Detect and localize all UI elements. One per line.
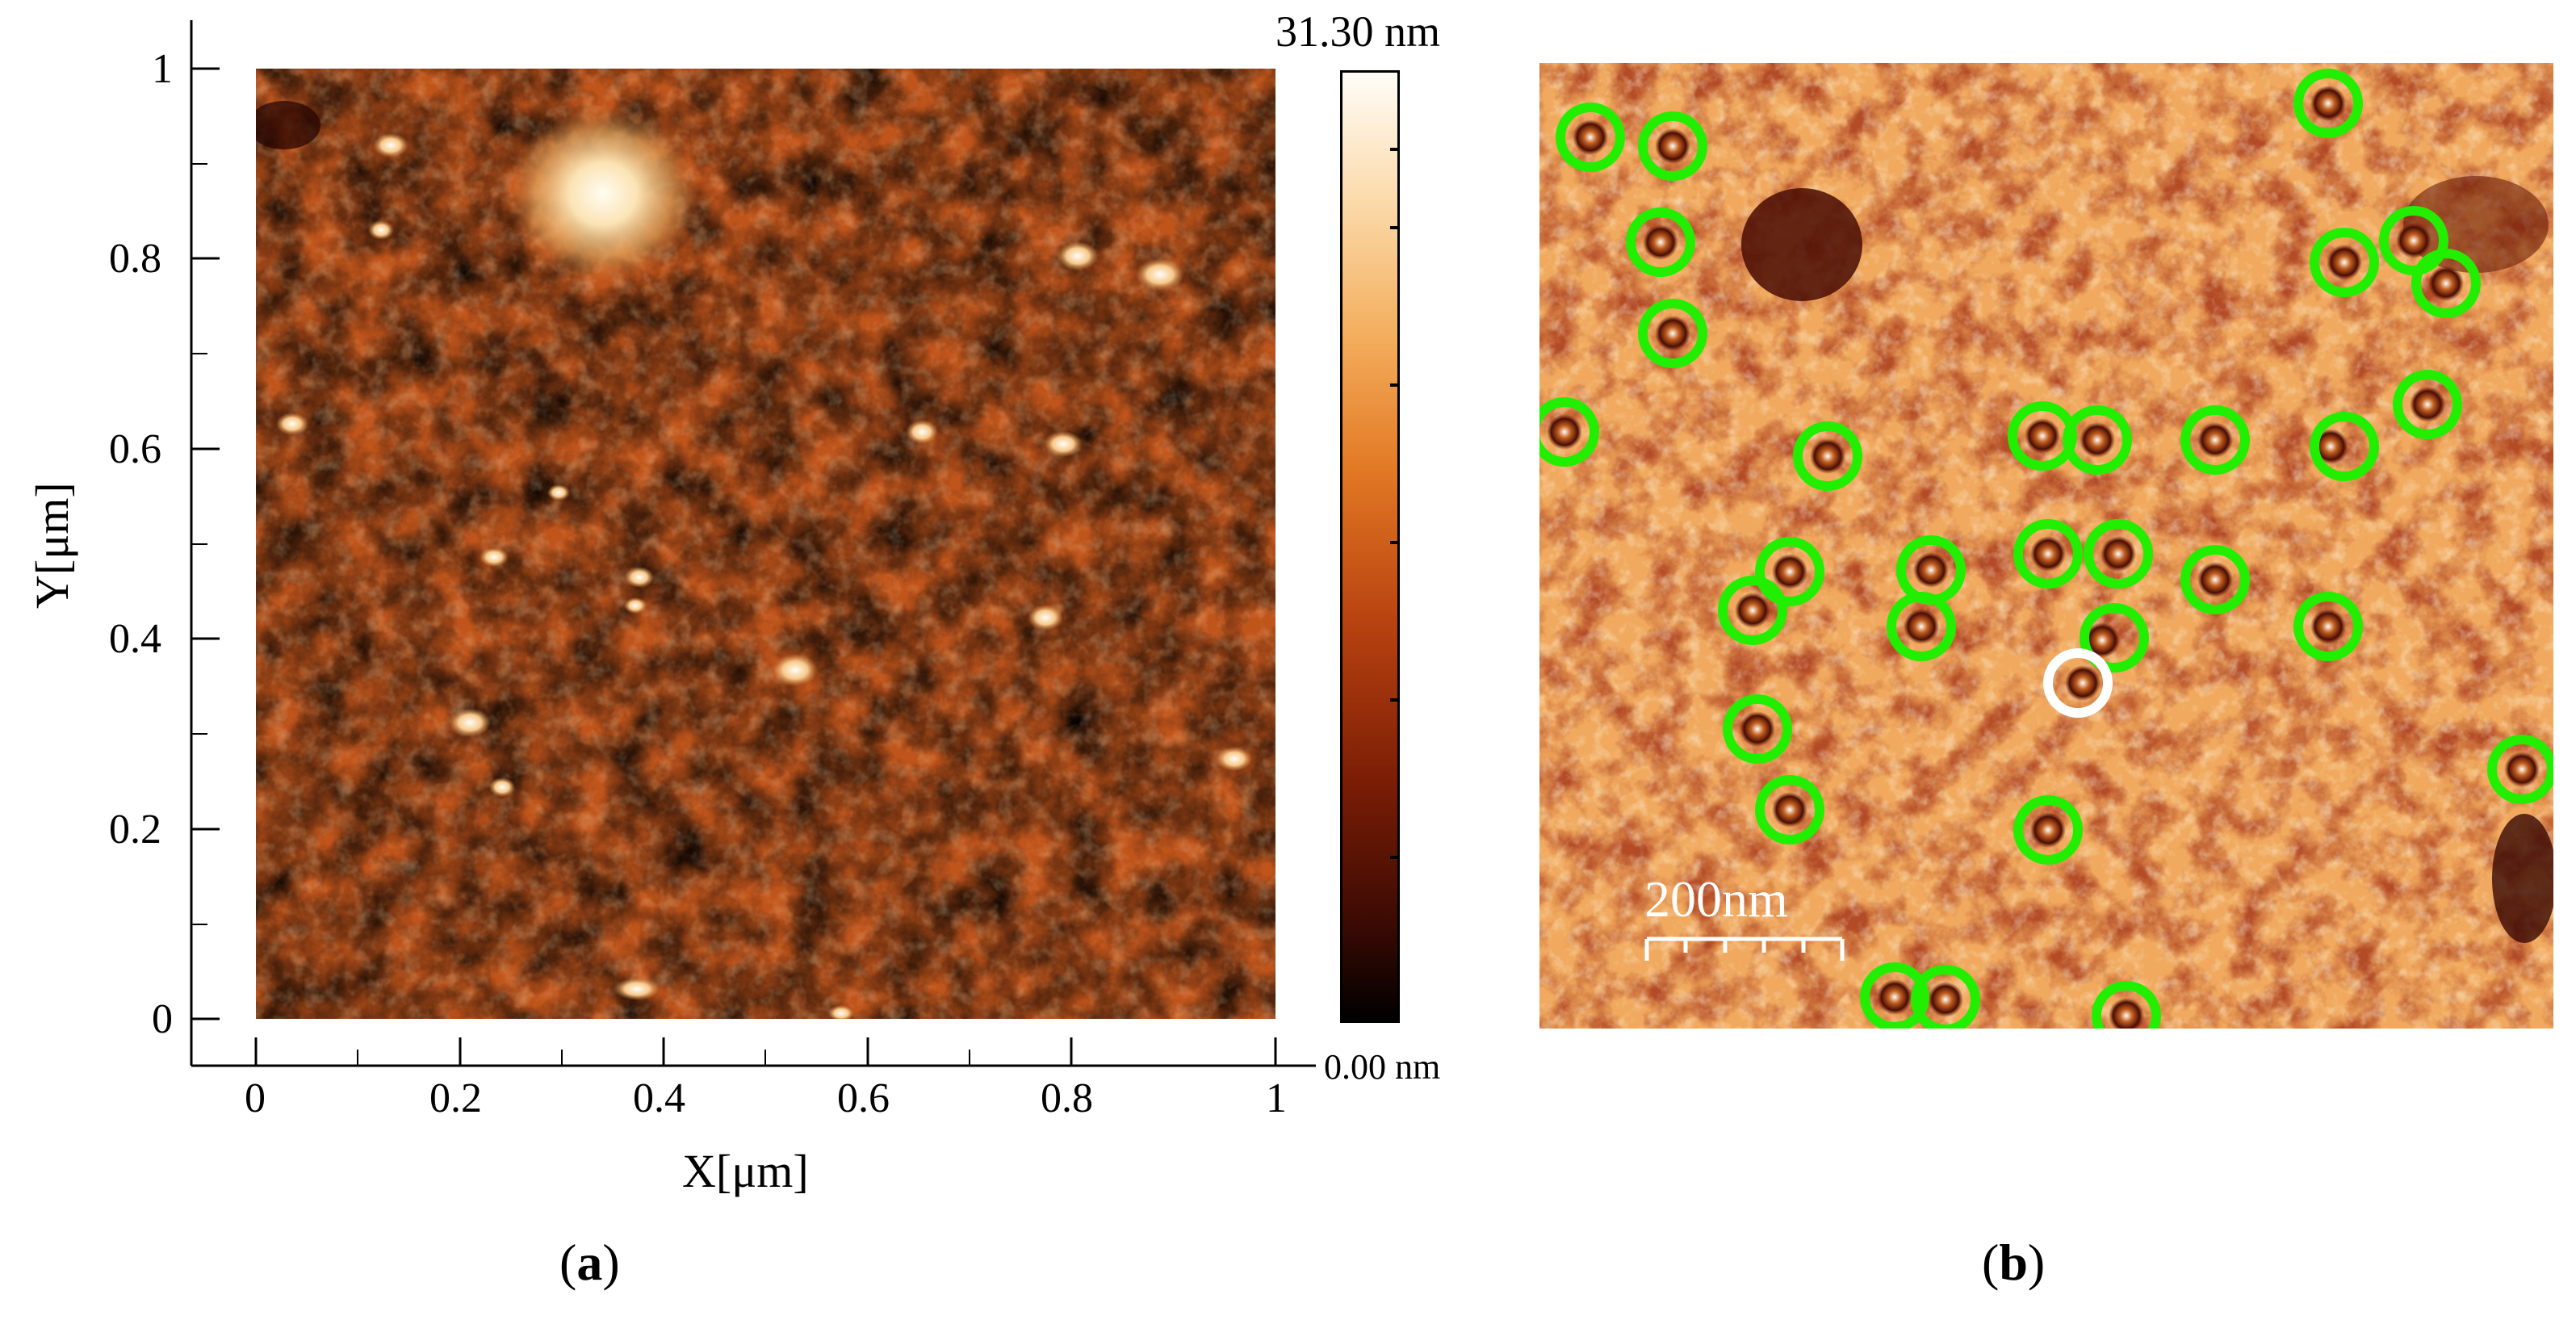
x-tick-label: 0: [245, 1075, 266, 1121]
y-tick-label: 0: [152, 996, 173, 1042]
particle-marker: [1638, 299, 1707, 368]
highlighted-particle-marker: [2043, 648, 2113, 718]
afm-image-b-svg: [1539, 63, 2553, 1029]
x-tick-label: 0.6: [837, 1075, 890, 1121]
y-axis-title: Y[μm]: [26, 482, 78, 609]
x-tick-label: 1: [1266, 1075, 1287, 1121]
particle-marker: [2013, 795, 2083, 865]
particle-marker: [2310, 412, 2379, 481]
panel-label-a: (a): [559, 1237, 620, 1289]
colorbar-ticks: [1390, 148, 1400, 859]
particle-marker: [2092, 981, 2161, 1029]
panel-label-close: ): [602, 1234, 620, 1291]
panel-label-open: (: [1982, 1234, 2000, 1291]
particle-marker: [2293, 69, 2363, 138]
x-tick-label: 0.4: [633, 1075, 685, 1121]
particle-marker: [1860, 962, 1929, 1029]
particle-markers: [1539, 69, 2553, 1029]
colorbar-max-label: 31.30 nm: [1275, 7, 1441, 56]
particle-marker: [2180, 405, 2250, 475]
height-colorbar: [1340, 70, 1400, 1023]
particle-marker: [2379, 206, 2448, 275]
panel-label-close: ): [2027, 1234, 2046, 1291]
axes-a: [190, 20, 1316, 1067]
particle-marker: [1718, 576, 1787, 645]
particle-marker: [2487, 735, 2553, 804]
particle-marker: [2180, 545, 2250, 614]
particle-marker: [2084, 519, 2153, 589]
particle-marker: [2008, 401, 2077, 471]
x-axis-title: X[μm]: [682, 1145, 809, 1197]
y-tick-label: 0.2: [109, 807, 161, 853]
particle-marker: [1896, 535, 1966, 605]
scale-bar: [1644, 937, 1845, 961]
particle-marker: [1887, 592, 1956, 661]
particle-marker: [2393, 370, 2462, 439]
y-tick-label: 0.6: [109, 426, 161, 472]
particle-marker: [2063, 405, 2132, 475]
particle-marker: [1755, 775, 1824, 844]
particle-marker: [1556, 103, 1625, 172]
particle-marker: [1539, 397, 1599, 467]
afm-topography-image-a: [256, 69, 1275, 1019]
particle-marker: [1638, 111, 1707, 181]
scale-bar-label: 200nm: [1644, 870, 1788, 928]
particle-marker: [1626, 207, 1695, 277]
afm-particles-b: [1547, 86, 2540, 1029]
particle-marker: [2310, 228, 2379, 297]
panel-label-letter: b: [1999, 1234, 2028, 1291]
particle-marker: [1723, 694, 1792, 764]
panel-label-b: (b): [1982, 1237, 2045, 1289]
particle-marker: [2080, 603, 2149, 673]
particle-marker: [1793, 421, 1862, 491]
y-tick-label: 0.4: [109, 616, 161, 662]
panel-label-open: (: [559, 1234, 577, 1291]
y-tick-label: 0.8: [109, 236, 161, 282]
particle-marker: [2411, 249, 2481, 318]
particle-marker: [2293, 592, 2363, 661]
x-tick-label: 0.2: [429, 1075, 482, 1121]
colorbar-min-label: 0.00 nm: [1324, 1047, 1441, 1087]
panel-label-letter: a: [576, 1234, 603, 1291]
particle-marker: [2013, 519, 2083, 589]
y-tick-label: 1: [152, 46, 173, 92]
particle-marker: [1911, 965, 1980, 1029]
particle-marker: [1755, 537, 1824, 606]
panel-a: 0 0.2 0.4 0.6 0.8 1 0 0.2 0.4 0.6 0.8 1 …: [26, 7, 1441, 1289]
afm-image-a-svg: [256, 69, 1275, 1019]
afm-topography-image-b: [1539, 63, 2553, 1029]
x-tick-label: 0.8: [1041, 1075, 1093, 1121]
afm-particles-a: [276, 133, 1252, 1019]
